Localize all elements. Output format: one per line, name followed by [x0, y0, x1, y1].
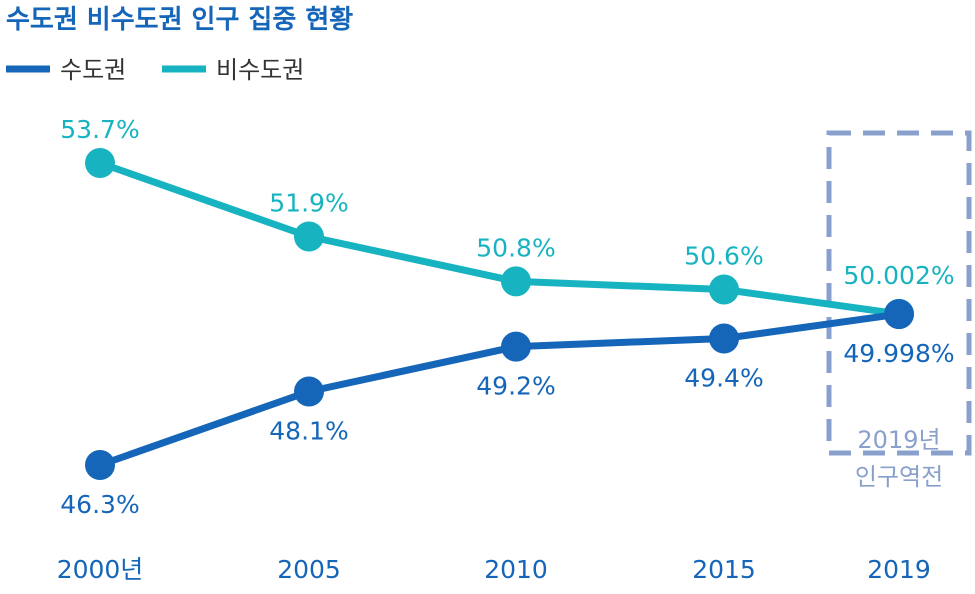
data-label-noncapital: 50.002% [843, 261, 954, 290]
x-axis: 2000년 2005 2010 2015 2019 [57, 555, 931, 584]
series-layer: 53.7% 51.9% 50.8% 50.6% 50.002% 46.3% 48.1% 49.… [60, 115, 954, 519]
annotation-line-1: 2019년 [857, 426, 940, 454]
legend-label-noncapital: 비수도권 [216, 56, 304, 84]
data-point-capital [85, 450, 115, 480]
data-point-noncapital [85, 148, 115, 178]
data-label-noncapital: 50.8% [476, 233, 555, 262]
data-point-capital [709, 323, 739, 354]
data-label-capital: 49.4% [684, 364, 763, 393]
data-label-noncapital: 53.7% [60, 115, 139, 144]
data-point-noncapital [709, 274, 739, 305]
annotation-box [826, 130, 972, 456]
x-tick-label: 2010 [484, 555, 548, 584]
x-tick-label: 2019 [867, 555, 931, 584]
x-tick-label: 2000년 [57, 555, 144, 584]
data-label-capital: 49.2% [476, 372, 555, 401]
data-label-noncapital: 50.6% [684, 242, 763, 271]
data-label-noncapital: 51.9% [269, 189, 348, 218]
legend: 수도권 비수도권 [6, 56, 304, 84]
legend-label-capital: 수도권 [60, 56, 126, 84]
annotation-line-2: 인구역전 [855, 463, 943, 491]
data-label-capital: 46.3% [60, 490, 139, 519]
data-point-capital [501, 331, 531, 362]
reversal-annotation: 2019년 인구역전 [826, 130, 972, 491]
data-point-capital [884, 299, 914, 330]
data-point-capital [294, 376, 324, 407]
x-tick-label: 2015 [692, 555, 756, 584]
chart-title: 수도권 비수도권 인구 집중 현황 [6, 5, 353, 35]
data-label-capital: 49.998% [843, 339, 954, 368]
data-point-noncapital [501, 266, 531, 297]
x-tick-label: 2005 [277, 555, 341, 584]
data-label-capital: 48.1% [269, 417, 348, 446]
data-point-noncapital [294, 221, 324, 252]
